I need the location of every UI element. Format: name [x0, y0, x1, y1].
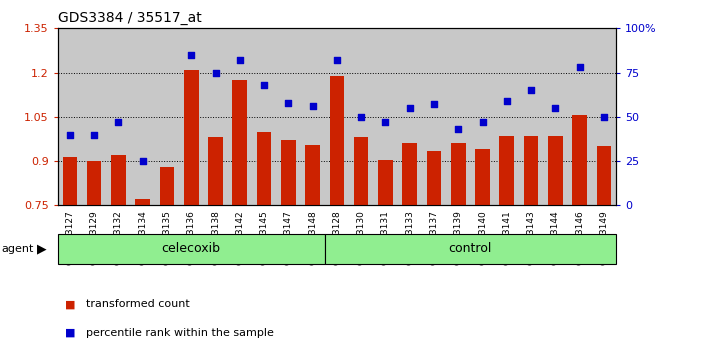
Bar: [378, 160, 393, 205]
Text: transformed count: transformed count: [86, 299, 189, 309]
Point: [137, 158, 149, 164]
Bar: [329, 75, 344, 205]
Text: GSM283131: GSM283131: [381, 210, 390, 265]
Text: agent: agent: [1, 244, 34, 254]
Text: GSM283141: GSM283141: [502, 210, 511, 265]
Bar: [160, 167, 174, 205]
Point: [332, 57, 343, 63]
Text: GSM283133: GSM283133: [406, 210, 414, 265]
Point: [379, 119, 391, 125]
Point: [404, 105, 415, 111]
Bar: [596, 146, 611, 205]
Text: GSM283136: GSM283136: [187, 210, 196, 265]
Point: [598, 114, 610, 120]
Bar: [427, 151, 441, 205]
Point: [453, 126, 464, 132]
Bar: [87, 161, 101, 205]
Point: [307, 103, 318, 109]
Text: GSM283146: GSM283146: [575, 210, 584, 265]
Text: ■: ■: [65, 299, 75, 309]
Bar: [572, 115, 587, 205]
Bar: [257, 132, 271, 205]
Text: GSM283128: GSM283128: [332, 210, 341, 265]
Point: [113, 119, 124, 125]
Point: [161, 17, 172, 22]
Bar: [135, 199, 150, 205]
Bar: [232, 80, 247, 205]
Point: [258, 82, 270, 88]
Text: GSM283148: GSM283148: [308, 210, 317, 265]
Bar: [451, 143, 465, 205]
Point: [234, 57, 246, 63]
Text: ▶: ▶: [37, 242, 47, 255]
Bar: [500, 136, 514, 205]
Text: GSM283147: GSM283147: [284, 210, 293, 265]
Text: GSM283143: GSM283143: [527, 210, 536, 265]
Bar: [403, 143, 417, 205]
Bar: [306, 145, 320, 205]
Point: [477, 119, 488, 125]
Point: [283, 100, 294, 105]
Text: GSM283145: GSM283145: [260, 210, 268, 265]
Text: GSM283134: GSM283134: [138, 210, 147, 265]
Point: [501, 98, 513, 104]
Bar: [325, 234, 616, 264]
Bar: [111, 155, 126, 205]
Point: [356, 114, 367, 120]
Text: GSM283149: GSM283149: [599, 210, 608, 265]
Text: GDS3384 / 35517_at: GDS3384 / 35517_at: [58, 11, 201, 25]
Bar: [475, 149, 490, 205]
Text: celecoxib: celecoxib: [162, 242, 221, 255]
Point: [89, 132, 100, 137]
Text: GSM283142: GSM283142: [235, 210, 244, 265]
Bar: [58, 234, 325, 264]
Bar: [354, 137, 368, 205]
Bar: [184, 70, 199, 205]
Text: GSM283127: GSM283127: [65, 210, 75, 265]
Bar: [524, 136, 539, 205]
Bar: [208, 137, 222, 205]
Text: GSM283135: GSM283135: [163, 210, 172, 265]
Text: control: control: [448, 242, 492, 255]
Bar: [281, 141, 296, 205]
Point: [525, 87, 536, 93]
Bar: [63, 157, 77, 205]
Text: GSM283137: GSM283137: [429, 210, 439, 265]
Text: percentile rank within the sample: percentile rank within the sample: [86, 328, 274, 338]
Bar: [548, 136, 562, 205]
Point: [210, 70, 221, 75]
Text: GSM283132: GSM283132: [114, 210, 123, 265]
Text: GSM283139: GSM283139: [453, 210, 463, 265]
Text: GSM283140: GSM283140: [478, 210, 487, 265]
Point: [428, 102, 439, 107]
Text: GSM283129: GSM283129: [89, 210, 99, 265]
Text: ■: ■: [65, 328, 75, 338]
Point: [574, 64, 585, 70]
Text: GSM283130: GSM283130: [357, 210, 365, 265]
Point: [186, 52, 197, 58]
Text: GSM283138: GSM283138: [211, 210, 220, 265]
Point: [64, 132, 75, 137]
Text: GSM283144: GSM283144: [551, 210, 560, 265]
Point: [550, 105, 561, 111]
